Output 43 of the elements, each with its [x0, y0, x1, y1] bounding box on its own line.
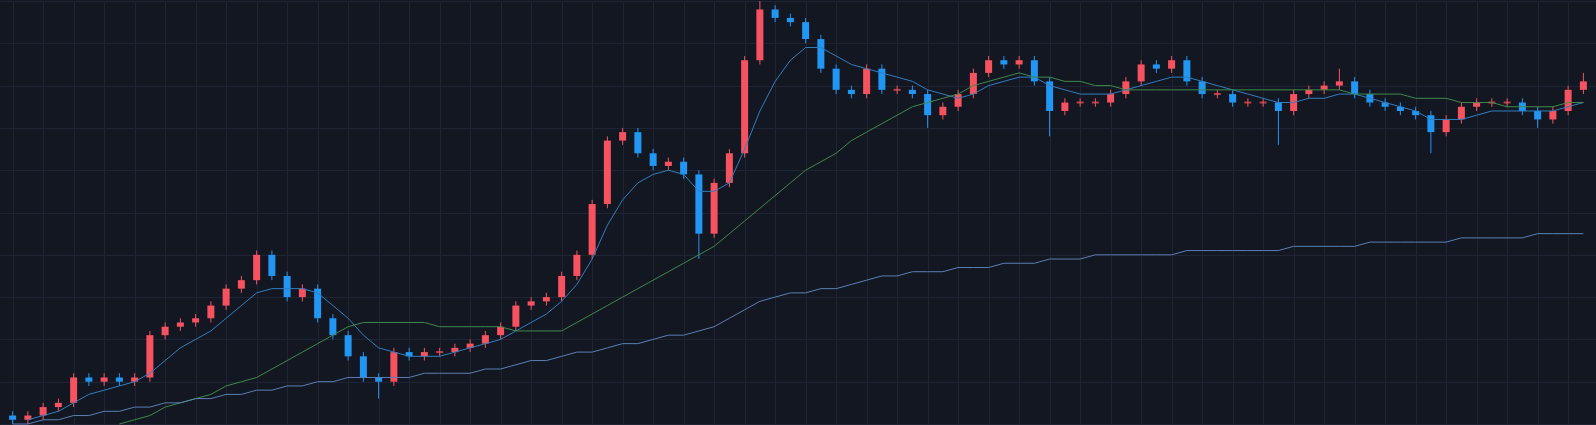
candlestick — [1427, 110, 1435, 154]
candlestick — [268, 250, 276, 281]
candlestick — [1137, 59, 1145, 87]
candlestick — [649, 148, 657, 171]
candlestick — [1335, 68, 1343, 91]
candlestick — [344, 330, 352, 362]
candlestick — [878, 63, 886, 95]
candlestick — [1290, 89, 1298, 116]
candlestick — [771, 4, 779, 23]
candlestick — [100, 372, 108, 387]
candlestick — [1015, 55, 1023, 70]
candlestick — [802, 17, 810, 44]
candlestick — [329, 313, 337, 340]
candlestick — [527, 296, 535, 311]
candlestick — [924, 89, 932, 129]
candlestick — [1259, 97, 1267, 108]
candlestick — [634, 127, 642, 159]
candlestick — [680, 157, 688, 180]
candlestick — [359, 351, 367, 383]
candlestick — [1183, 55, 1191, 87]
candlestick — [1457, 102, 1465, 125]
candlestick — [1076, 97, 1084, 108]
candlestick — [1274, 97, 1282, 146]
candlestick — [207, 300, 215, 323]
candlestick — [573, 250, 581, 281]
candlestick — [1579, 72, 1587, 95]
candlestick — [161, 321, 169, 340]
candlestick — [1061, 97, 1069, 116]
candlestick — [1000, 55, 1008, 70]
candlestick — [558, 271, 566, 302]
candlestick — [1503, 97, 1511, 108]
candlestick — [1351, 76, 1359, 99]
candlestick — [893, 85, 901, 95]
candlestick — [939, 102, 947, 120]
candlestick — [1442, 114, 1450, 137]
candlestick — [1244, 97, 1252, 108]
candlestick — [85, 372, 93, 387]
candlestick — [512, 300, 520, 332]
candlestick — [222, 283, 230, 311]
candlestick — [1305, 85, 1313, 99]
candlestick — [283, 271, 291, 302]
candlestick — [832, 63, 840, 95]
candlestick — [985, 55, 993, 78]
